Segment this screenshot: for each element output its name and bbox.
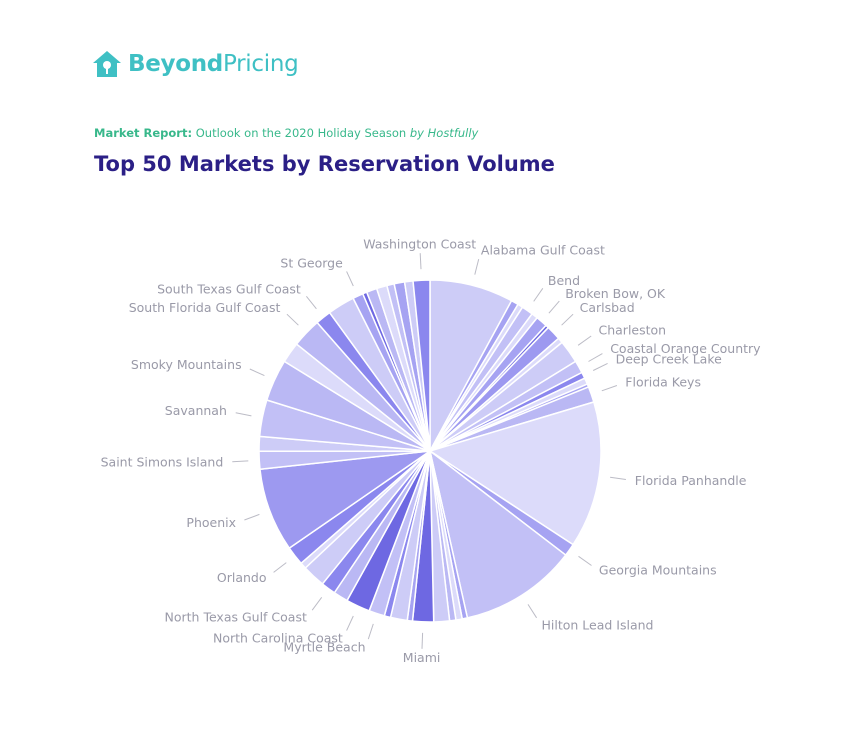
slice-label: Phoenix <box>186 515 236 530</box>
label-leader-line <box>273 562 287 573</box>
slice-label: Charleston <box>599 323 667 338</box>
report-text: Outlook on the 2020 Holiday Season <box>195 126 407 140</box>
slice-label: Florida Panhandle <box>635 473 747 488</box>
report-label: Market Report: <box>94 126 193 140</box>
slice-label: Savannah <box>165 403 227 418</box>
slice-hilton-lead-island <box>429 450 567 619</box>
report-subtitle: Market Report: Outlook on the 2020 Holid… <box>94 126 478 140</box>
label-leader-line <box>421 632 424 649</box>
label-leader-line <box>311 597 323 611</box>
label-leader-line <box>235 412 252 417</box>
slice-label: Smoky Mountains <box>131 357 242 372</box>
label-leader-line <box>286 313 299 326</box>
slice-label: North Carolina Coast <box>213 631 343 646</box>
label-leader-line <box>419 253 422 270</box>
slice-label: Washington Coast <box>363 236 476 251</box>
brand-logo: BeyondPricing <box>92 50 299 78</box>
slice-label: Alabama Gulf Coast <box>481 242 605 257</box>
slice-label: Myrtle Beach <box>283 640 365 655</box>
slice-label: Miami <box>403 650 441 665</box>
label-leader-line <box>610 476 626 480</box>
slice-label: Orlando <box>217 570 267 585</box>
label-leader-line <box>367 623 374 640</box>
label-leader-line <box>474 258 480 275</box>
slice-label: Broken Bow, OK <box>565 286 666 301</box>
label-leader-line <box>533 288 544 302</box>
house-icon <box>93 51 121 77</box>
label-leader-line <box>249 368 265 377</box>
label-leader-line <box>588 353 603 362</box>
label-leader-line <box>592 362 608 371</box>
slice-label: Hilton Lead Island <box>542 617 654 632</box>
label-leader-line <box>232 460 249 463</box>
label-leader-line <box>561 313 574 326</box>
label-leader-line <box>527 604 538 619</box>
slice-label: Coastal Orange Country <box>610 341 761 356</box>
slice-label: North Texas Gulf Coast <box>165 609 307 624</box>
slice-label: Carlsbad <box>580 300 635 315</box>
slice-label: St George <box>280 255 343 270</box>
label-leader-line <box>578 555 592 566</box>
pie-slices <box>258 279 602 623</box>
label-leader-line <box>306 295 317 310</box>
label-leader-line <box>346 615 354 631</box>
report-author: by Hostfully <box>409 126 479 140</box>
slice-florida-panhandle <box>429 401 602 546</box>
slice-label: Florida Keys <box>625 375 701 390</box>
label-leader-line <box>601 385 618 392</box>
label-leader-line <box>577 335 592 346</box>
slice-label: Deep Creek Lake <box>616 351 723 366</box>
slice-label: South Texas Gulf Coast <box>157 281 301 296</box>
label-leader-line <box>244 513 260 521</box>
chart-title: Top 50 Markets by Reservation Volume <box>94 152 555 176</box>
brand-name: BeyondPricing <box>128 51 299 77</box>
slice-label: Georgia Mountains <box>599 563 717 578</box>
label-leader-line <box>548 300 560 314</box>
slice-label: South Florida Gulf Coast <box>129 300 281 315</box>
slice-washington-coast <box>412 279 431 452</box>
label-leader-line <box>346 271 354 287</box>
slice-label: Bend <box>548 273 580 288</box>
slice-label: Saint Simons Island <box>101 454 224 469</box>
